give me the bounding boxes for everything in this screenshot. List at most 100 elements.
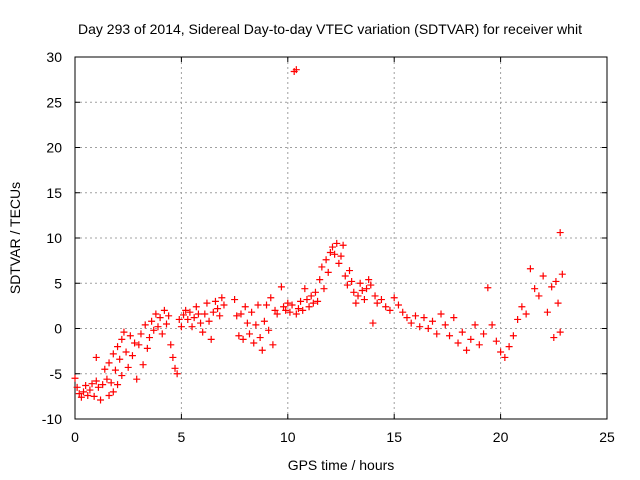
data-point xyxy=(133,375,141,383)
data-point xyxy=(235,332,243,340)
data-point xyxy=(354,292,362,300)
data-point xyxy=(403,314,411,322)
data-point xyxy=(446,332,454,340)
data-point xyxy=(148,317,156,325)
data-point xyxy=(522,310,530,318)
data-point xyxy=(105,359,113,367)
data-point xyxy=(203,299,211,307)
data-point xyxy=(252,321,260,329)
data-point xyxy=(484,284,492,292)
data-point xyxy=(73,383,81,391)
data-point xyxy=(292,66,300,74)
data-point xyxy=(116,355,124,363)
x-tick-label: 5 xyxy=(178,429,186,445)
data-point xyxy=(111,366,119,374)
data-point xyxy=(407,319,415,327)
data-point xyxy=(514,315,522,323)
data-point xyxy=(167,341,175,349)
grid xyxy=(75,57,607,419)
data-point xyxy=(220,301,228,309)
data-point xyxy=(420,314,428,322)
y-tick-label: 25 xyxy=(46,94,62,110)
data-point xyxy=(126,332,134,340)
data-point xyxy=(433,330,441,338)
y-axis-tick-labels: -10 -5 0 5 10 15 20 25 30 xyxy=(42,49,62,427)
data-point xyxy=(128,352,136,360)
data-point xyxy=(322,256,330,264)
data-point xyxy=(233,312,241,320)
data-point xyxy=(365,276,373,284)
data-point xyxy=(197,319,205,327)
data-point xyxy=(175,315,183,323)
data-point xyxy=(309,299,317,307)
data-point xyxy=(346,267,354,275)
data-point xyxy=(450,314,458,322)
data-point xyxy=(267,294,275,302)
data-point xyxy=(90,392,98,400)
data-point xyxy=(241,303,249,311)
data-point xyxy=(205,317,213,325)
data-point xyxy=(543,308,551,316)
data-point xyxy=(107,379,115,387)
data-point xyxy=(348,277,356,285)
data-point xyxy=(188,323,196,331)
data-point xyxy=(382,303,390,311)
data-point xyxy=(231,296,239,304)
data-point xyxy=(207,335,215,343)
data-point xyxy=(314,297,322,305)
data-point xyxy=(558,270,566,278)
data-point xyxy=(82,382,90,390)
data-point xyxy=(297,297,305,305)
data-point xyxy=(77,393,85,401)
data-point xyxy=(399,308,407,316)
data-point xyxy=(194,310,202,318)
data-point xyxy=(150,326,158,334)
y-tick-label: -5 xyxy=(50,366,63,382)
data-point xyxy=(367,281,375,289)
y-tick-label: 10 xyxy=(46,230,62,246)
data-point xyxy=(171,364,179,372)
data-point xyxy=(316,276,324,284)
data-point xyxy=(109,350,117,358)
data-point xyxy=(556,328,564,336)
data-point xyxy=(248,308,256,316)
data-point xyxy=(301,285,309,293)
data-point xyxy=(177,323,185,331)
data-point xyxy=(556,229,564,237)
data-point xyxy=(335,259,343,267)
data-point xyxy=(173,370,181,378)
data-point xyxy=(535,292,543,300)
data-point xyxy=(331,250,339,258)
data-point xyxy=(182,306,190,314)
data-point xyxy=(141,321,149,329)
data-point xyxy=(199,328,207,336)
data-point xyxy=(97,396,105,404)
data-point xyxy=(192,303,200,311)
data-point xyxy=(324,268,332,276)
x-tick-label: 0 xyxy=(71,429,79,445)
data-point xyxy=(328,243,336,251)
data-point xyxy=(143,344,151,352)
data-point xyxy=(256,334,264,342)
data-point xyxy=(497,348,505,356)
data-point xyxy=(550,334,558,342)
data-point xyxy=(369,319,377,327)
data-point xyxy=(305,303,313,311)
data-point xyxy=(118,335,126,343)
x-axis-label: GPS time / hours xyxy=(288,457,395,473)
data-point xyxy=(163,320,171,328)
data-point xyxy=(243,319,251,327)
data-point xyxy=(352,299,360,307)
data-point xyxy=(114,381,122,389)
data-point xyxy=(209,308,217,316)
axis-ticks xyxy=(74,56,608,420)
data-point xyxy=(356,279,364,287)
y-tick-label: 5 xyxy=(54,275,62,291)
data-point xyxy=(288,301,296,309)
data-point xyxy=(156,314,164,322)
data-point xyxy=(169,353,177,361)
data-point xyxy=(250,339,258,347)
data-point xyxy=(411,312,419,320)
data-point xyxy=(139,361,147,369)
